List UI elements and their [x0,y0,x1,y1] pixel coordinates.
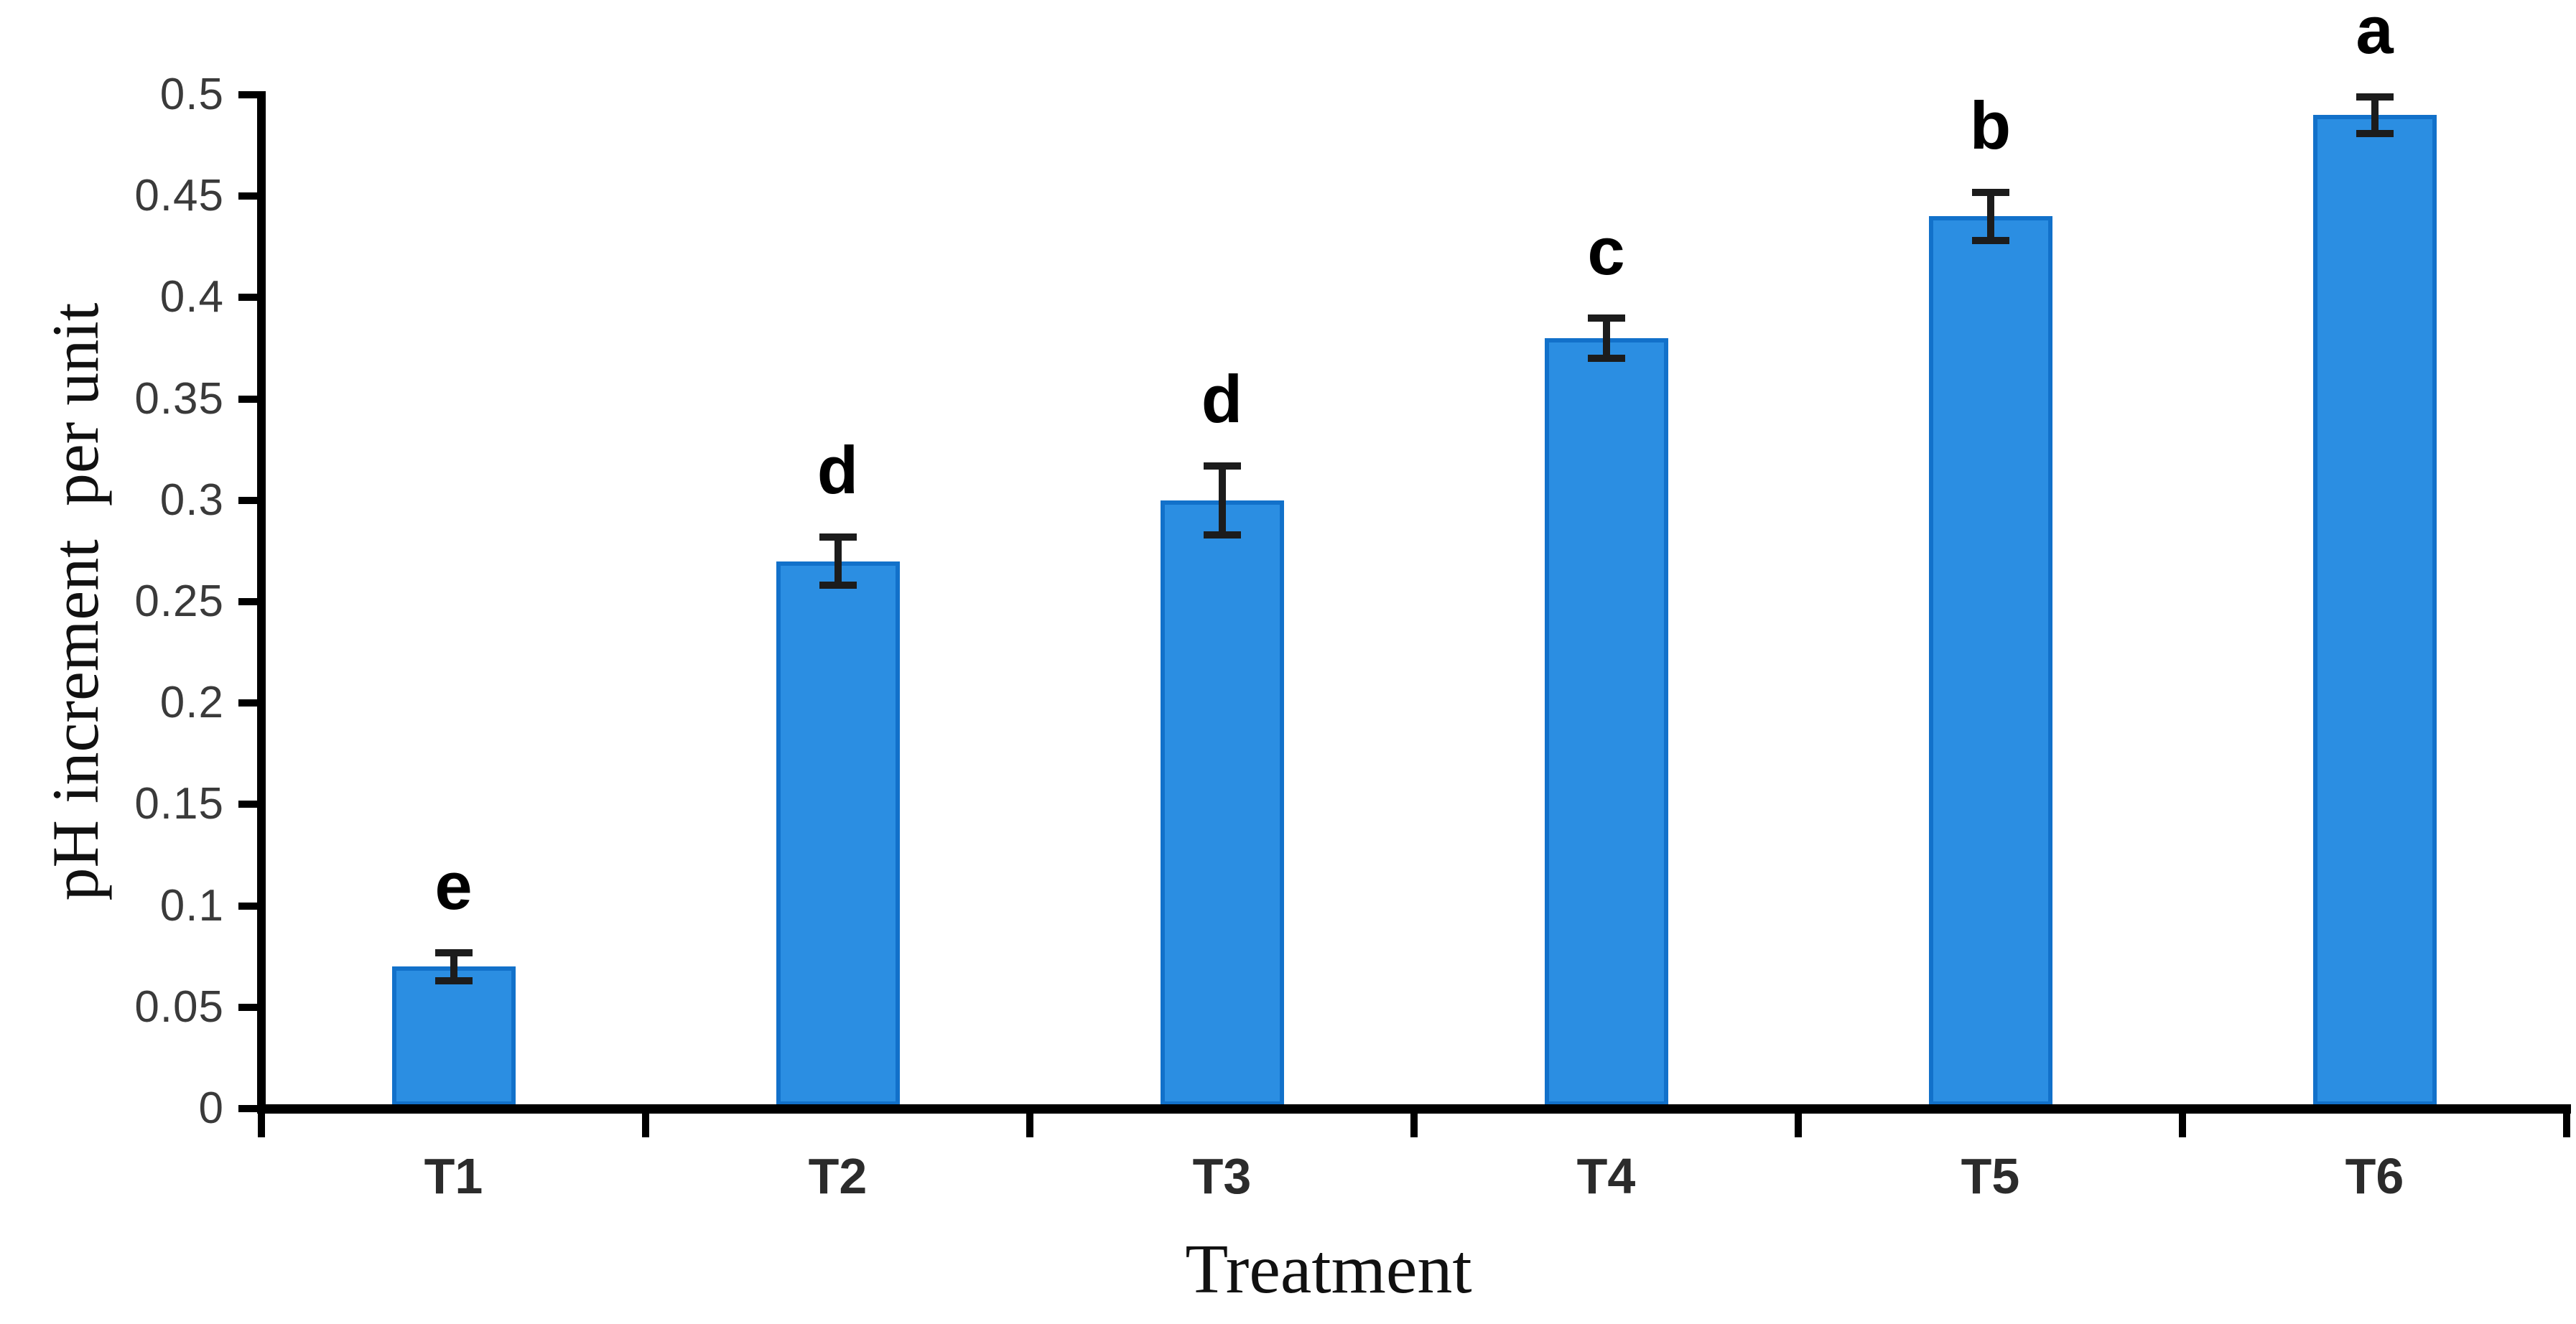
x-category-label-T4: T4 [1576,1148,1636,1204]
y-axis-tick [238,699,257,707]
error-bar-cap-top-T3 [1203,462,1241,470]
y-axis-tick [238,801,257,808]
x-category-label-T3: T3 [1192,1148,1252,1204]
error-bar-cap-top-T4 [1587,314,1625,322]
x-category-label-T1: T1 [424,1148,483,1204]
y-tick-label: 0.25 [134,577,224,626]
error-bar-whisker-T4 [1602,317,1610,359]
y-tick-label: 0.5 [159,70,224,119]
y-axis-tick [238,496,257,504]
significance-letter-T2: d [817,432,859,508]
x-category-label-T5: T5 [1961,1148,2020,1204]
x-axis-tick [1410,1104,1418,1137]
x-category-label-T6: T6 [2345,1148,2404,1204]
error-bar-cap-bottom-T5 [1971,237,2009,245]
y-tick-label: 0.1 [159,880,224,931]
error-bar-cap-bottom-T1 [434,977,473,985]
y-axis-tick [238,91,257,98]
error-bar-cap-top-T6 [2356,93,2394,101]
y-axis-tick [238,1003,257,1011]
error-bar-whisker-T6 [2371,96,2379,134]
significance-letter-T1: e [434,847,473,923]
y-tick-label: 0.3 [159,475,224,525]
bar-T2 [776,561,900,1106]
significance-letter-T5: b [1969,87,2012,163]
y-axis-tick [238,902,257,910]
significance-letter-T3: d [1201,360,1243,437]
error-bar-cap-top-T1 [434,948,473,956]
bar-T4 [1544,337,1668,1106]
y-tick-label: 0.4 [159,272,224,322]
error-bar-cap-bottom-T6 [2356,129,2394,137]
y-tick-label: 0.15 [134,779,224,829]
error-bar-whisker-T5 [1986,192,1994,241]
y-axis-tick [238,1105,257,1112]
error-bar-cap-bottom-T2 [819,582,857,589]
error-bar-cap-bottom-T3 [1203,531,1241,539]
error-bar-whisker-T1 [450,952,457,982]
bar-T3 [1160,500,1284,1106]
x-axis-tick [2179,1104,2186,1137]
bar-T6 [2312,115,2437,1106]
bar-T5 [1928,216,2052,1106]
y-tick-label: 0.05 [134,982,224,1032]
y-tick-label: 0.35 [134,373,224,424]
y-axis-tick [238,192,257,200]
y-tick-label: 0.45 [134,171,224,221]
y-axis-tick [238,294,257,302]
y-axis-tick [238,395,257,403]
x-axis-tick [1026,1104,1033,1137]
x-axis-tick [2563,1104,2570,1137]
error-bar-cap-top-T2 [819,533,857,541]
significance-letter-T4: c [1587,213,1625,289]
bar-T1 [391,966,516,1106]
x-axis-title: Treatment [1185,1231,1472,1308]
x-axis-tick [642,1104,649,1137]
error-bar-whisker-T2 [834,536,842,586]
y-axis-tick [238,598,257,605]
significance-letter-T6: a [2356,0,2394,67]
y-tick-label: 0.2 [159,678,224,728]
error-bar-cap-bottom-T4 [1587,355,1625,363]
x-axis-tick [1795,1104,1802,1137]
y-tick-label: 0 [198,1083,224,1133]
x-category-label-T2: T2 [808,1148,868,1204]
error-bar-whisker-T3 [1218,465,1226,535]
y-axis-line [257,91,266,1113]
x-axis-tick [258,1104,265,1137]
error-bar-cap-top-T5 [1971,188,2009,196]
